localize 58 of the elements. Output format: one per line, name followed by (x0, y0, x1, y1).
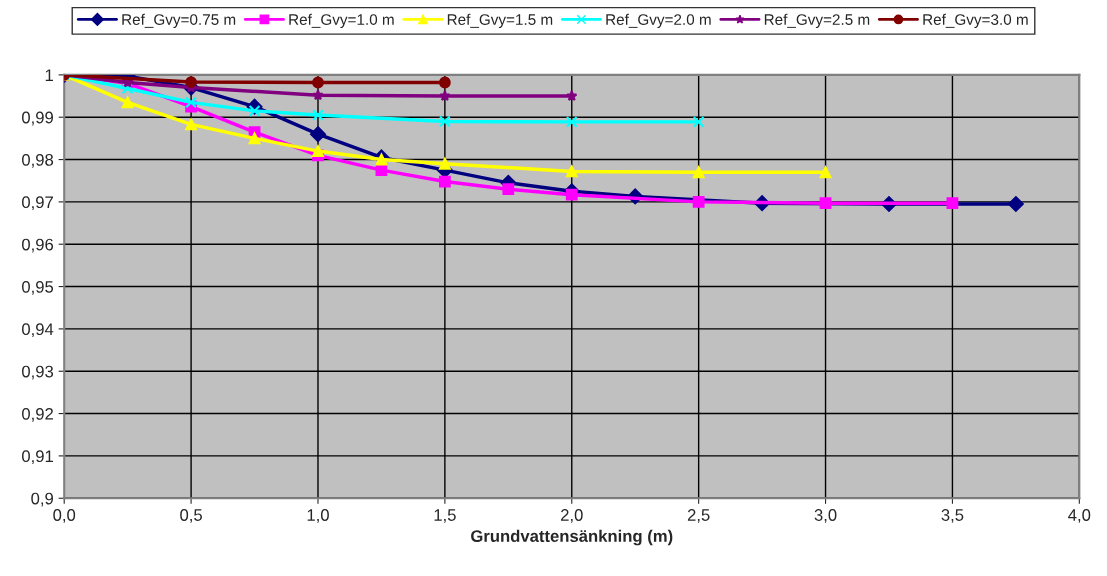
point (312, 76, 324, 89)
point (312, 145, 324, 157)
legend-label: Ref_Gvy=1.5 m (447, 13, 553, 28)
x-tick-label: 4,0 (1068, 509, 1091, 523)
point (438, 175, 451, 188)
y-tick-label: 0,96 (22, 238, 54, 253)
y-tick-label: 0,91 (22, 450, 53, 465)
y-tick-label: 0,98 (22, 153, 54, 168)
y-tick-label: 0,93 (22, 365, 54, 380)
point (565, 188, 578, 201)
x-tick-label: 3,0 (814, 509, 837, 523)
point (439, 90, 451, 102)
y-tick-label: 0,94 (22, 323, 54, 338)
legend-label: Ref_Gvy=2.0 m (606, 13, 711, 28)
legend-label: Ref_Gvy=0.75 m (122, 13, 236, 28)
point (248, 132, 261, 145)
point (438, 157, 451, 170)
point (248, 104, 261, 117)
point (692, 115, 705, 128)
point (312, 109, 324, 121)
point (692, 195, 705, 208)
point (692, 166, 705, 179)
point (1007, 196, 1024, 212)
legend-label: Ref_Gvy=3.0 m (923, 13, 1028, 28)
point (121, 82, 134, 95)
point (375, 164, 388, 177)
x-axis-title: Grundvattensänkning (m) (471, 529, 673, 546)
point (185, 76, 197, 88)
x-tick-label: 2,5 (687, 509, 710, 523)
x-tick-label: 0,0 (53, 509, 76, 523)
point (121, 96, 134, 109)
point (565, 115, 578, 128)
y-tick-label: 0,99 (22, 111, 53, 126)
x-tick-label: 3,5 (941, 509, 964, 523)
point (819, 166, 832, 179)
y-tick-label: 1 (45, 69, 53, 81)
x-tick-label: 1,5 (434, 509, 456, 523)
point (566, 90, 578, 102)
y-tick-label: 0,97 (22, 196, 53, 211)
point (375, 153, 388, 166)
point (312, 89, 324, 101)
point (438, 115, 451, 128)
point (565, 165, 578, 178)
y-tick-label: 0,92 (22, 407, 53, 422)
point (502, 183, 515, 196)
x-tick-label: 0,5 (180, 509, 202, 523)
x-tick-label: 2,0 (561, 509, 583, 523)
legend-label: Ref_Gvy=1.0 m (289, 13, 394, 28)
point (946, 197, 959, 210)
y-tick-label: 0,9 (31, 492, 53, 507)
y-tick-label: 0,95 (22, 280, 54, 295)
legend-label: Ref_Gvy=2.5 m (764, 13, 870, 28)
x-tick-label: 1,0 (307, 509, 329, 523)
point (185, 96, 197, 109)
point (310, 126, 326, 143)
point (185, 118, 197, 131)
point (819, 197, 832, 210)
point (438, 76, 451, 89)
